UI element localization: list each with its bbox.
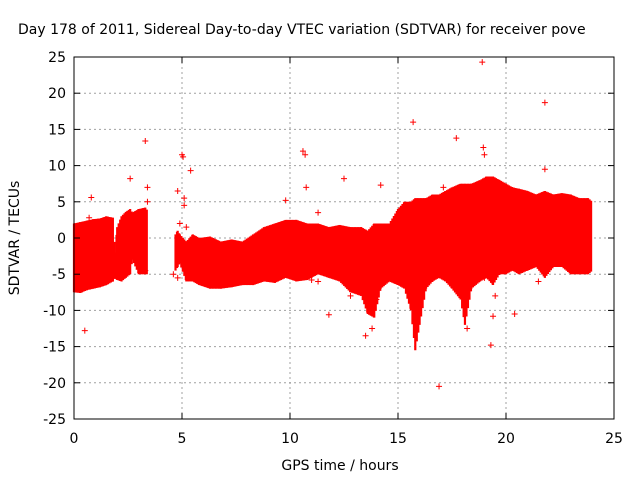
outlier-point bbox=[464, 325, 471, 332]
x-tick-labels: 0 5 10 15 20 25 bbox=[70, 431, 623, 447]
x-tick-label: 25 bbox=[605, 431, 623, 447]
outlier-point bbox=[440, 184, 447, 191]
outlier-point bbox=[303, 184, 310, 191]
outlier-point bbox=[180, 153, 187, 160]
outlier-point bbox=[341, 175, 347, 182]
outlier-point bbox=[362, 332, 369, 339]
outlier-point bbox=[140, 260, 147, 267]
outlier-point bbox=[176, 220, 183, 227]
y-tick-label: -25 bbox=[43, 412, 66, 428]
outlier-point bbox=[144, 198, 151, 205]
outlier-point bbox=[302, 151, 309, 158]
y-tick-label: 0 bbox=[57, 231, 66, 247]
outlier-point bbox=[86, 214, 93, 221]
x-axis-label: GPS time / hours bbox=[281, 458, 398, 474]
outlier-point bbox=[315, 278, 322, 285]
axis-ticks bbox=[73, 56, 615, 420]
outlier-point bbox=[187, 167, 194, 174]
outlier-point bbox=[481, 151, 488, 158]
outlier-point bbox=[174, 274, 181, 281]
outlier-point bbox=[174, 187, 181, 194]
x-tick-label: 0 bbox=[70, 431, 79, 447]
x-tick-label: 20 bbox=[497, 431, 515, 447]
outlier-point bbox=[325, 311, 332, 318]
outlier-point bbox=[142, 267, 149, 274]
outlier-point bbox=[490, 313, 497, 320]
y-tick-labels: -25 -20 -15 -10 -5 0 5 10 15 20 25 bbox=[43, 50, 66, 428]
outlier-point bbox=[436, 383, 443, 390]
outlier-point bbox=[181, 195, 188, 202]
outlier-point bbox=[282, 197, 289, 204]
data-points bbox=[72, 59, 593, 390]
outlier-point bbox=[479, 59, 486, 66]
outlier-point bbox=[403, 271, 410, 278]
outlier-point bbox=[541, 99, 548, 106]
outlier-point bbox=[299, 148, 306, 155]
outlier-point bbox=[347, 292, 354, 299]
outlier-point bbox=[369, 325, 376, 332]
outlier-point bbox=[535, 278, 542, 285]
outlier-point bbox=[88, 194, 95, 201]
y-tick-label: -10 bbox=[43, 303, 66, 319]
outlier-point bbox=[453, 135, 460, 142]
y-tick-label: 20 bbox=[48, 86, 66, 102]
x-tick-label: 5 bbox=[178, 431, 187, 447]
outlier-point bbox=[427, 198, 434, 205]
y-tick-label: -5 bbox=[52, 267, 66, 283]
y-tick-label: 25 bbox=[48, 50, 66, 66]
outlier-point bbox=[183, 224, 190, 231]
x-tick-label: 10 bbox=[281, 431, 299, 447]
chart-title: Day 178 of 2011, Sidereal Day-to-day VTE… bbox=[18, 22, 586, 38]
y-tick-label: -20 bbox=[43, 376, 66, 392]
y-axis-label: SDTVAR / TECUs bbox=[7, 181, 23, 296]
outlier-point bbox=[487, 342, 494, 349]
x-tick-label: 15 bbox=[389, 431, 407, 447]
y-tick-label: 10 bbox=[48, 159, 66, 175]
outlier-point bbox=[308, 276, 315, 283]
outlier-point bbox=[377, 182, 384, 189]
outlier-point bbox=[492, 292, 499, 299]
outlier-point bbox=[170, 271, 177, 278]
outlier-point bbox=[511, 311, 518, 318]
outlier-point bbox=[373, 296, 380, 303]
outlier-point bbox=[541, 166, 548, 173]
outlier-point bbox=[480, 144, 487, 151]
outlier-point bbox=[127, 175, 134, 182]
outlier-point bbox=[181, 202, 188, 209]
outlier-point bbox=[81, 327, 88, 334]
outlier-point bbox=[144, 184, 151, 191]
outlier-point bbox=[483, 263, 490, 270]
outlier-point bbox=[410, 119, 417, 126]
outlier-point bbox=[481, 274, 488, 281]
outlier-point bbox=[142, 137, 149, 144]
y-tick-label: 15 bbox=[48, 122, 66, 138]
y-tick-label: 5 bbox=[57, 195, 66, 211]
y-tick-label: -15 bbox=[43, 340, 66, 356]
outlier-point bbox=[315, 209, 322, 216]
